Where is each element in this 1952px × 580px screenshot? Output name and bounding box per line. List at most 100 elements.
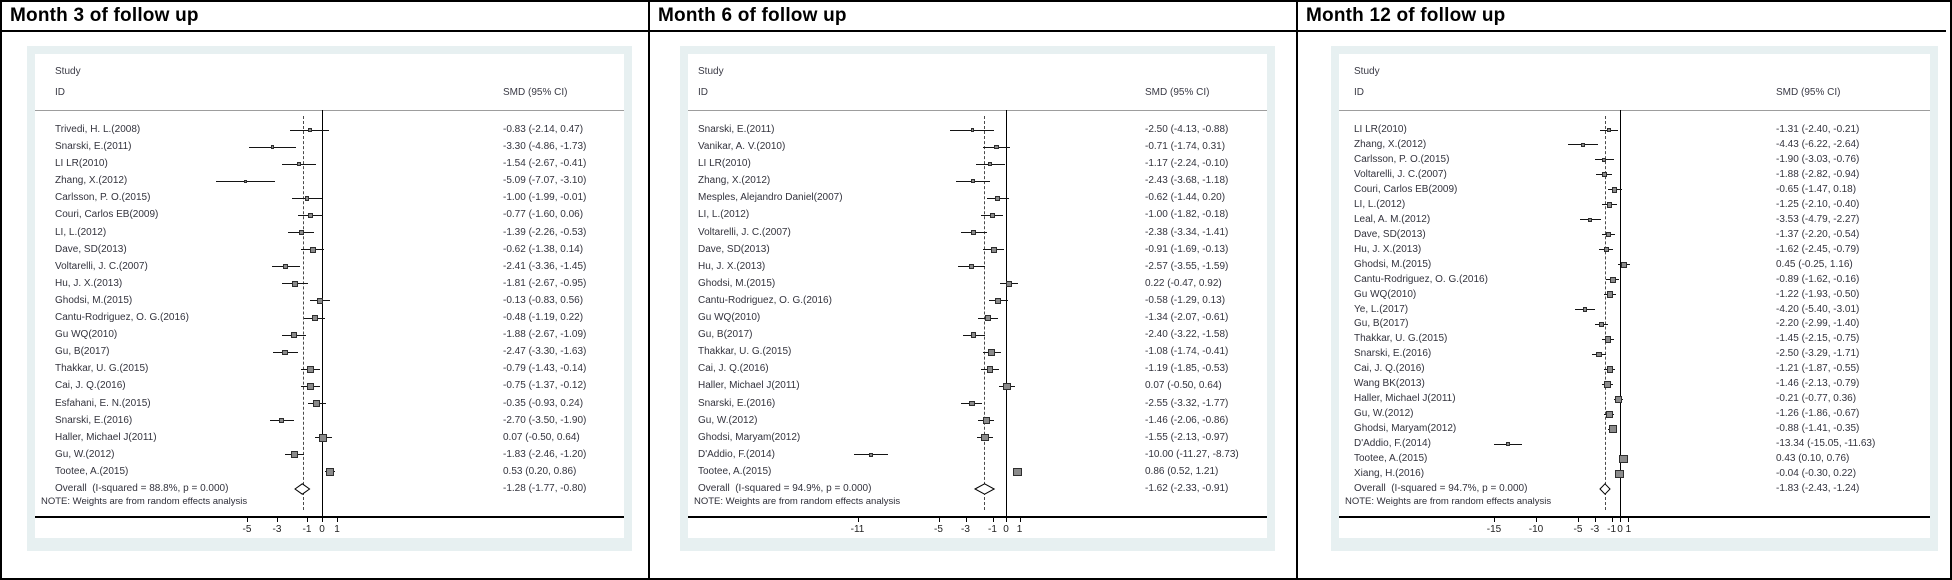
overall-diamond (973, 483, 995, 495)
study-label: Hu, J. X.(2013) (1354, 243, 1422, 255)
effect-marker (1609, 276, 1616, 283)
study-label: Zhang, X.(2012) (1354, 138, 1427, 150)
note-text: NOTE: Weights are from random effects an… (694, 496, 901, 507)
x-axis-tick-label: -5 (242, 524, 252, 535)
effect-marker (1614, 395, 1623, 404)
ci-text: -0.65 (-1.47, 0.18) (1776, 183, 1857, 195)
x-axis-line (35, 516, 624, 518)
ci-text: -5.09 (-7.07, -3.10) (503, 175, 587, 187)
effect-marker (313, 399, 321, 408)
study-label: Snarski, E.(2011) (55, 141, 132, 153)
overall-label: Overall (I-squared = 88.8%, p = 0.000) (55, 483, 229, 494)
ci-text: -1.83 (-2.46, -1.20) (503, 448, 587, 460)
overall-estimate-dashed-line (1605, 116, 1606, 510)
effect-marker (1605, 231, 1612, 238)
study-label: Tootee, A.(2015) (1354, 453, 1428, 465)
graph-region: Study ID SMD (95% CI) LI LR(2010) -1.31 (-2.… (1331, 46, 1938, 551)
panel-month-12: Month 12 of follow up Study ID SMD (95% CI… (1298, 2, 1946, 578)
study-label: Ghodsi, Maryam(2012) (698, 431, 801, 443)
ci-text: -1.39 (-2.26, -0.53) (503, 226, 587, 238)
ci-text: -2.41 (-3.36, -1.45) (503, 260, 587, 272)
header-rule (688, 110, 1267, 111)
ci-text: -0.91 (-1.69, -0.13) (1145, 243, 1229, 255)
x-axis-tick-label: -11 (850, 524, 865, 535)
ci-text: 0.86 (0.52, 1.21) (1145, 465, 1219, 477)
study-label: Trivedi, H. L.(2008) (55, 124, 141, 135)
study-label: Thakkar, U. G.(2015) (55, 363, 149, 375)
study-label: LI LR(2010) (698, 158, 751, 170)
x-axis-tick (1595, 518, 1596, 522)
effect-marker (971, 179, 976, 184)
ci-text: -2.55 (-3.32, -1.77) (1145, 397, 1229, 409)
effect-marker (290, 332, 297, 339)
effect-marker (298, 229, 304, 236)
study-label: LI, L.(2012) (55, 226, 107, 238)
x-axis-tick (993, 518, 994, 522)
overall-ci-text: -1.28 (-1.77, -0.80) (503, 483, 587, 494)
x-axis-tick (322, 518, 323, 522)
study-label: Snarski, E.(2016) (698, 397, 776, 409)
x-axis-tick-label: -3 (272, 524, 282, 535)
effect-marker (304, 196, 310, 201)
study-label: Thakkar, U. G.(2015) (1354, 333, 1448, 345)
ci-text: -1.19 (-1.85, -0.53) (1145, 363, 1229, 375)
study-label: LI, L.(2012) (698, 209, 750, 221)
ci-text: -1.34 (-2.07, -0.61) (1145, 312, 1229, 324)
effect-marker (1003, 382, 1011, 391)
overall-label: Overall (I-squared = 94.7%, p = 0.000) (1354, 483, 1528, 494)
study-label: Snarski, E.(2016) (55, 414, 133, 426)
forest-plot-month-12: Study ID SMD (95% CI) LI LR(2010) -1.31 (-2.… (1298, 32, 1946, 578)
ci-text: -1.08 (-1.74, -0.41) (1145, 346, 1229, 358)
ci-text: -0.04 (-0.30, 0.22) (1776, 468, 1857, 480)
study-label: LI LR(2010) (1354, 124, 1407, 135)
x-axis-tick (1612, 518, 1613, 522)
ci-text: -1.88 (-2.82, -0.94) (1776, 168, 1860, 180)
ci-text: 0.22 (-0.47, 0.92) (1145, 277, 1222, 289)
x-axis-tick (1020, 518, 1021, 522)
study-label: Gu, W.(2012) (698, 414, 758, 426)
ci-text: -2.57 (-3.55, -1.59) (1145, 260, 1229, 272)
study-label: Leal, A. M.(2012) (1354, 213, 1431, 225)
effect-marker (968, 264, 974, 270)
effect-marker (1605, 410, 1614, 418)
plot-area (35, 54, 624, 538)
x-axis-line (688, 516, 1267, 518)
ci-text: -1.26 (-1.86, -0.67) (1776, 408, 1860, 420)
note-text: NOTE: Weights are from random effects an… (41, 496, 248, 507)
effect-marker (994, 195, 1001, 202)
x-axis-tick-label: -3 (961, 524, 970, 535)
study-label: Tootee, A.(2015) (55, 465, 129, 477)
study-label: Gu WQ(2010) (698, 312, 761, 324)
x-axis-tick (939, 518, 940, 522)
study-col-header: Study (1354, 66, 1380, 77)
graph-region: Study ID SMD (95% CI) Trivedi, H. L.(2008) -… (27, 46, 632, 551)
header-rule (35, 110, 624, 111)
study-label: Snarski, E.(2016) (1354, 348, 1432, 360)
effect-marker (995, 297, 1002, 305)
effect-marker (1598, 321, 1605, 328)
x-axis-tick-label: -10 (1528, 524, 1544, 535)
effect-marker (270, 145, 275, 149)
ci-text: -1.22 (-1.93, -0.50) (1776, 288, 1860, 300)
panel-title-month-3: Month 3 of follow up (2, 2, 648, 32)
effect-marker (986, 366, 994, 373)
ci-text: -3.30 (-4.86, -1.73) (503, 141, 587, 153)
ci-text: -4.43 (-6.22, -2.64) (1776, 138, 1860, 150)
study-label: Voltarelli, J. C.(2007) (1354, 168, 1447, 180)
ci-text: -0.75 (-1.37, -0.12) (503, 380, 587, 392)
ci-text: -1.81 (-2.67, -0.95) (503, 277, 587, 289)
effect-marker (989, 212, 996, 219)
ci-text: -0.21 (-0.77, 0.36) (1776, 393, 1857, 405)
study-label: Gu, B(2017) (55, 346, 110, 358)
effect-marker (325, 467, 335, 477)
study-label: LI LR(2010) (55, 158, 108, 170)
study-label: Tootee, A.(2015) (698, 465, 772, 477)
x-axis-tick-label: 1 (334, 524, 340, 535)
x-axis-tick-label: -3 (1590, 524, 1600, 535)
ci-text: -1.54 (-2.67, -0.41) (503, 158, 587, 170)
study-label: Cai, J. Q.(2016) (1354, 363, 1425, 375)
study-label: Gu WQ(2010) (55, 329, 118, 341)
x-axis-tick (337, 518, 338, 522)
ci-text: -1.88 (-2.67, -1.09) (503, 329, 587, 341)
x-axis-tick (1620, 518, 1621, 522)
